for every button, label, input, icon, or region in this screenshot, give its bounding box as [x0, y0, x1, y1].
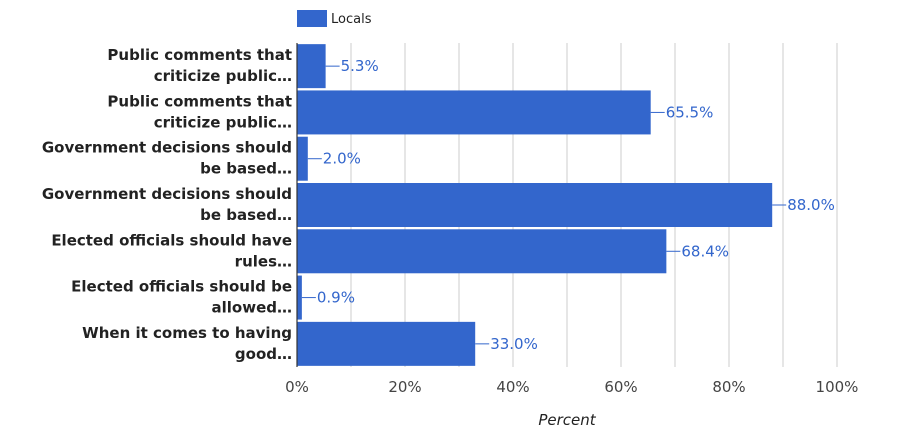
bar — [297, 229, 667, 274]
data-labels: 5.3% 65.5% 2.0% 88.0% 68.4% 0.9% 33.0% — [317, 57, 835, 353]
x-tick-label: 0% — [285, 378, 309, 396]
category-label: Government decisions should be based… — [42, 139, 292, 178]
category-label: Public comments that criticize public… — [107, 92, 292, 131]
data-label: 88.0% — [787, 196, 835, 214]
category-label: Elected officials should have rules… — [51, 231, 292, 270]
bar — [297, 44, 326, 89]
data-label-connectors — [301, 65, 787, 345]
x-tick-label: 100% — [816, 378, 859, 396]
data-label: 0.9% — [317, 289, 355, 307]
x-tick-label: 20% — [388, 378, 421, 396]
category-label: Public comments that criticize public… — [107, 46, 292, 85]
x-axis-tick-labels: 0% 20% 40% 60% 80% 100% — [285, 378, 858, 396]
x-tick-label: 60% — [604, 378, 637, 396]
bar — [297, 183, 773, 227]
bar — [297, 275, 302, 320]
category-label: When it comes to having good… — [82, 324, 292, 363]
legend-label: Locals — [331, 12, 372, 27]
x-tick-label: 80% — [712, 378, 745, 396]
category-labels: Public comments that criticize public… Pub… — [42, 46, 292, 363]
bar — [297, 321, 476, 366]
category-label: Government decisions should be based… — [42, 185, 292, 224]
x-tick-label: 40% — [496, 378, 529, 396]
legend: Locals — [297, 10, 372, 27]
x-axis-title: Percent — [538, 411, 596, 429]
data-label: 2.0% — [323, 150, 361, 168]
category-label: Elected officials should be allowed… — [71, 278, 292, 317]
bar — [297, 136, 308, 181]
bar — [297, 90, 651, 135]
data-label: 33.0% — [490, 335, 538, 353]
bars — [297, 44, 773, 366]
legend-swatch — [297, 10, 327, 27]
data-label: 68.4% — [681, 242, 729, 260]
data-label: 5.3% — [341, 57, 379, 75]
data-label: 65.5% — [666, 103, 714, 121]
